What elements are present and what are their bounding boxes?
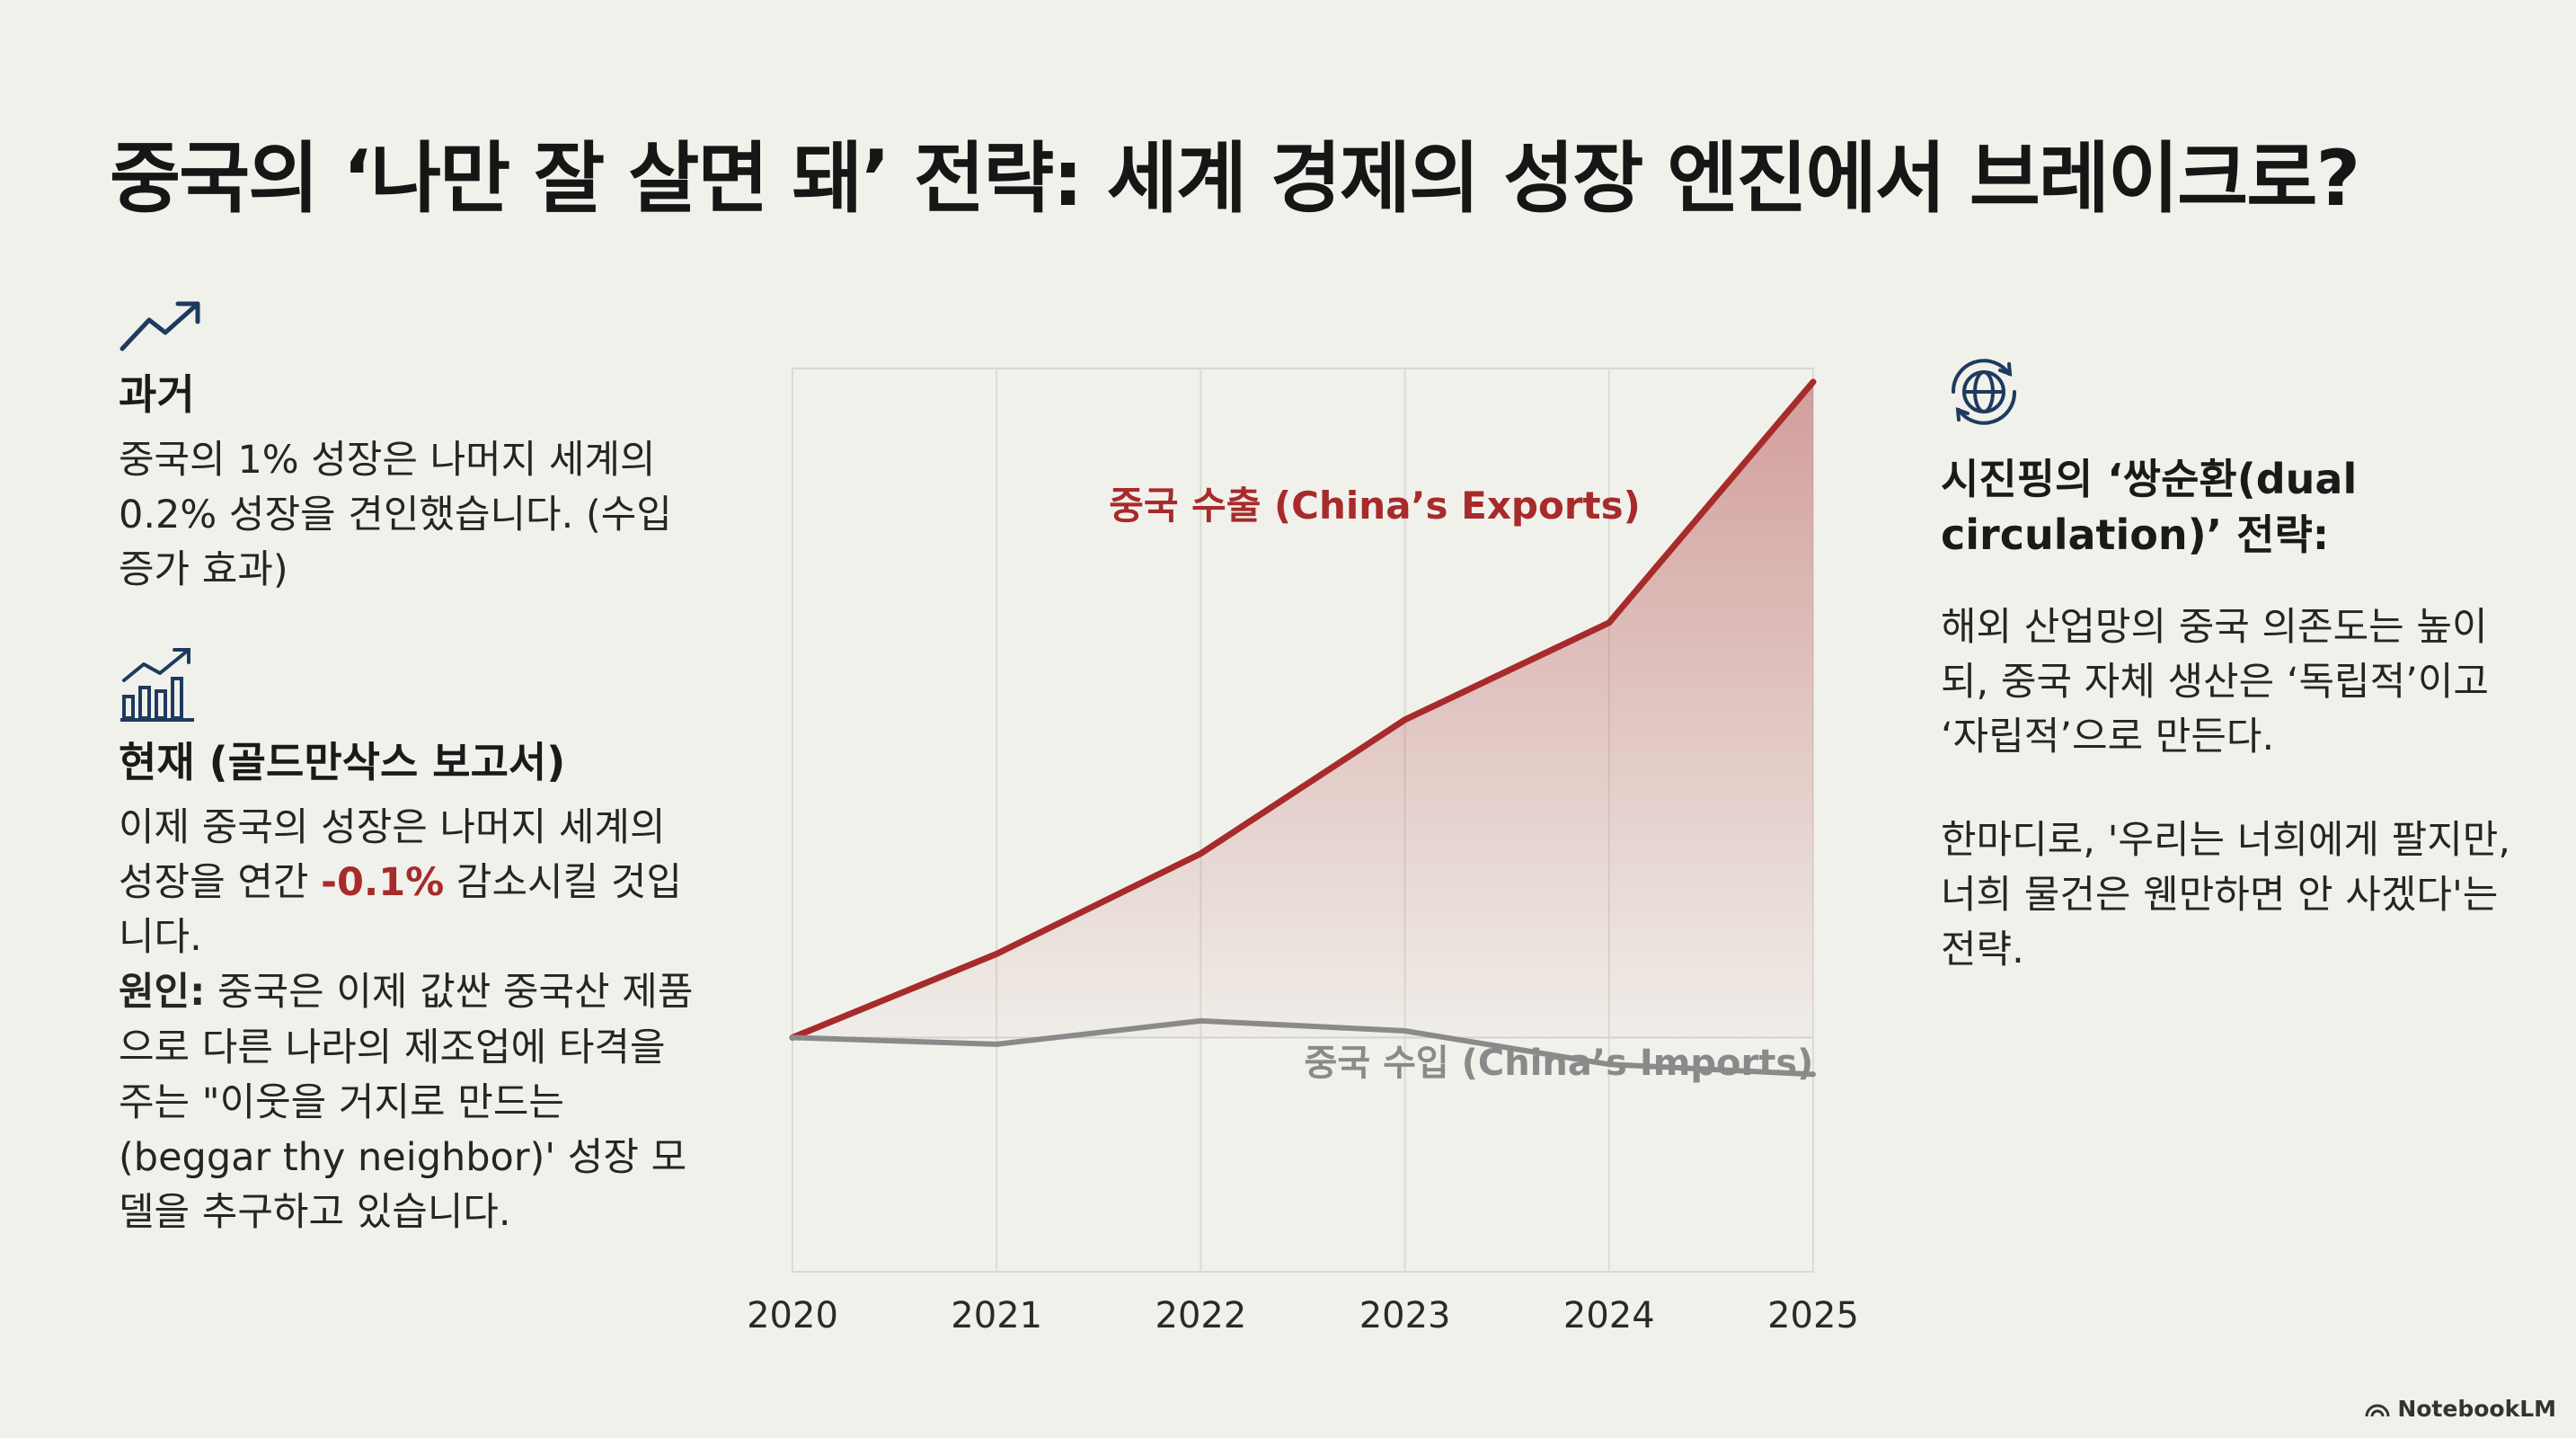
x-tick-label: 2022 [1155,1295,1247,1336]
strategy-text-1: 해외 산업망의 중국 의존도는 높이되, 중국 자체 생산은 ‘독립적’이고 ‘… [1941,605,2489,760]
present-heading: 현재 (골드만삭스 보고서) [119,738,566,787]
imports-point-2020 [792,1036,793,1038]
present-text: 이제 중국의 성장은 나머지 세계의 성장을 연간 -0.1% 감소시킬 것입니… [119,801,712,1239]
past-heading: 과거 [119,370,195,419]
exports-series-label: 중국 수출 (China’s Exports) [1109,484,1641,528]
x-tick-label: 2024 [1563,1295,1655,1336]
exports-line [789,378,1817,1041]
exports-point-2025 [1812,381,1814,383]
bar-chart-growth-icon [120,648,194,723]
growth-impact-value: -0.1% [321,860,445,906]
globe-cycle-icon [1951,359,2017,425]
left-column: 과거 중국의 1% 성장은 나머지 세계의 0.2% 성장을 견인했습니다. (… [119,297,712,1240]
exports-point-2023 [1404,719,1406,721]
exports-point-2024 [1608,622,1610,624]
right-column: 시진핑의 ‘쌍순환(dual circulation)’ 전략: 해외 산업망의… [1941,352,2516,978]
notebooklm-logo-icon [2365,1404,2390,1416]
cause-text: 중국은 이제 값싼 중국산 제품으로 다른 나라의 제조업에 타격을 주는 "이… [119,970,694,1235]
present-text-part1: 이제 중국의 성장은 나머지 세계의 성장을 연간 [119,805,666,906]
past-text: 중국의 1% 성장은 나머지 세계의 0.2% 성장을 견인했습니다. (수입 … [119,438,672,593]
x-tick-label: 2021 [951,1295,1042,1336]
cause-label: 원인: [119,970,206,1016]
x-tick-label: 2023 [1359,1295,1451,1336]
x-tick-label: 2025 [1767,1295,1859,1336]
exports-point-2022 [1199,853,1201,855]
strategy-text-2: 한마디로, '우리는 너희에게 팔지만, 너희 물건은 웬만하면 안 사겠다'는… [1941,818,2511,973]
present-text-part2: 감소시킬 것입니다. [119,860,682,961]
notebooklm-brand: NotebookLM [2365,1396,2556,1422]
page-title: 중국의 ‘나만 잘 살면 돼’ 전략: 세계 경제의 성장 엔진에서 브레이크로… [110,134,2360,224]
strategy-heading: 시진핑의 ‘쌍순환(dual circulation)’ 전략: [1941,455,2358,560]
exports-area [792,381,1813,1038]
imports-point-2021 [996,1043,997,1045]
imports-point-2022 [1199,1020,1201,1022]
imports-line [790,1017,1816,1078]
imports-series-label: 중국 수입 (China’s Imports) [1305,1043,1814,1084]
imports-point-2025 [1812,1073,1814,1075]
trend-up-icon [120,301,200,351]
brand-name: NotebookLM [2397,1396,2556,1422]
imports-point-2024 [1608,1063,1610,1065]
x-tick-label: 2020 [747,1295,838,1336]
imports-point-2023 [1404,1030,1406,1032]
